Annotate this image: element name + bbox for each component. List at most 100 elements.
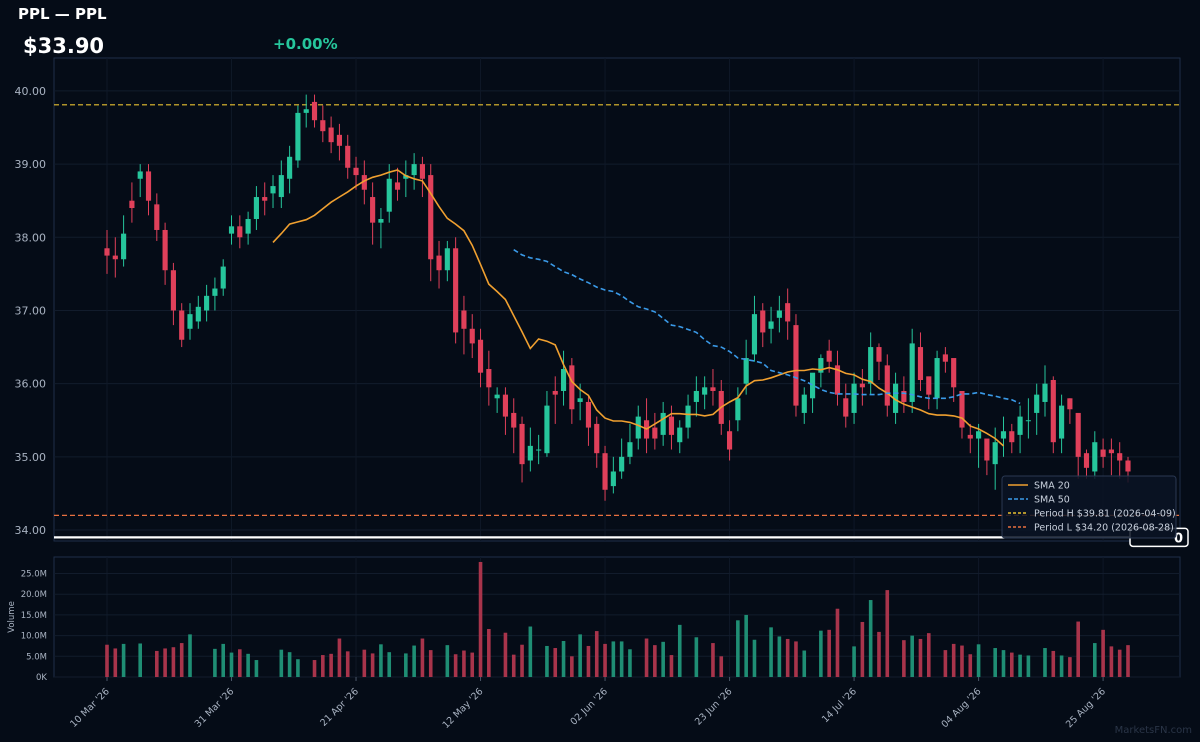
moving-averages — [272, 169, 1021, 447]
candle-body — [187, 314, 193, 329]
candle-body — [743, 358, 749, 384]
volume-bar — [387, 652, 392, 677]
candle-body — [195, 306, 201, 322]
candle-body — [851, 383, 857, 413]
volume-bar — [113, 648, 118, 677]
volume-bar — [736, 620, 740, 677]
volume-bar — [835, 608, 840, 677]
volume-bar — [594, 631, 599, 677]
candle-body — [768, 321, 774, 329]
candle-body — [884, 365, 890, 406]
volume-bar — [794, 641, 798, 677]
volume-bar — [138, 643, 143, 677]
volume-bar — [769, 627, 773, 677]
chart-title: PPL — PPL — [18, 5, 107, 23]
candle-body — [461, 310, 467, 329]
candle-body — [544, 405, 550, 454]
x-tick-label: 31 Mar '26 — [193, 686, 237, 730]
candle-body — [502, 394, 509, 417]
volume-bar — [520, 644, 524, 677]
volume-bar — [121, 643, 126, 677]
y-tick-label: 35.00 — [15, 451, 47, 464]
volume-bar — [545, 645, 549, 677]
candle-body — [843, 398, 849, 417]
candle-body — [477, 339, 484, 373]
price-panel — [53, 57, 1181, 542]
volume-bar — [777, 636, 782, 677]
candle-body — [702, 387, 708, 395]
volume-bar — [445, 645, 450, 677]
candle-body — [170, 270, 176, 311]
candle-body — [776, 310, 782, 318]
x-tick-label: 04 Aug '26 — [939, 686, 983, 730]
grid — [54, 58, 1180, 678]
volume-bar — [528, 626, 533, 677]
volume-bar — [462, 650, 466, 677]
candle-body — [801, 394, 807, 413]
volume-bar — [155, 650, 159, 677]
candle-body — [1025, 420, 1031, 422]
candle-body — [453, 248, 459, 333]
volume-tick-label: 0K — [36, 673, 47, 683]
candle-body — [926, 376, 932, 395]
candle-body — [328, 127, 334, 143]
volume-bar — [653, 645, 657, 677]
candle-body — [204, 295, 210, 311]
volume-bar — [785, 638, 790, 677]
volume-bar — [669, 655, 674, 677]
candle-body — [1075, 412, 1081, 457]
candle-body — [444, 248, 450, 271]
volume-bar — [503, 632, 508, 677]
candle-body — [137, 171, 143, 179]
volume-bar — [619, 641, 624, 677]
sma50-line — [513, 249, 1021, 405]
volume-bar — [238, 649, 242, 677]
volume-bar — [420, 638, 425, 677]
candle-body — [145, 171, 152, 201]
volume-bar — [1043, 648, 1047, 677]
volume-bar — [910, 635, 914, 677]
volume-bar — [221, 643, 226, 677]
volume-bar — [553, 648, 558, 677]
candle-body — [486, 369, 492, 388]
candle-body — [121, 233, 127, 260]
volume-bar — [412, 645, 416, 677]
candle-body — [1009, 431, 1015, 443]
candle-body — [527, 445, 533, 461]
volume-bar — [287, 652, 292, 677]
candle-body — [179, 310, 185, 340]
candle-body — [959, 390, 965, 428]
candle-body — [311, 101, 318, 121]
candle-body — [436, 255, 442, 271]
volume-bar — [1126, 645, 1130, 677]
volume-bar — [1092, 643, 1097, 677]
candle-body — [287, 156, 293, 179]
y-tick-label: 37.00 — [15, 304, 47, 317]
candle-body — [378, 219, 384, 223]
candle-body — [386, 178, 392, 212]
volume-bar — [926, 633, 931, 677]
volume-bar — [379, 644, 383, 677]
volume-bar — [644, 638, 649, 677]
volume-bar — [171, 647, 176, 677]
volume-bar — [487, 629, 491, 677]
volume-bar — [852, 646, 856, 677]
volume-bar — [611, 641, 616, 677]
y-tick-label: 39.00 — [15, 158, 47, 171]
volume-bar — [661, 641, 665, 677]
candle-body — [112, 255, 118, 260]
candle-body — [809, 372, 816, 399]
legend-label: SMA 50 — [1034, 495, 1070, 506]
volume-tick-label: 20.0M — [21, 590, 47, 600]
legend-box — [1001, 475, 1177, 539]
candle-body — [469, 328, 475, 344]
volume-bar — [229, 652, 234, 677]
candle-body — [519, 423, 525, 465]
legend: SMA 20 SMA 50 Period H $39.81 (2026-04-09)… — [1001, 475, 1177, 539]
volume-bar — [885, 590, 890, 677]
candle-body — [270, 186, 276, 194]
candle-body — [726, 431, 733, 450]
volume-tick-label: 25.0M — [21, 570, 47, 580]
candle-body — [710, 387, 716, 391]
